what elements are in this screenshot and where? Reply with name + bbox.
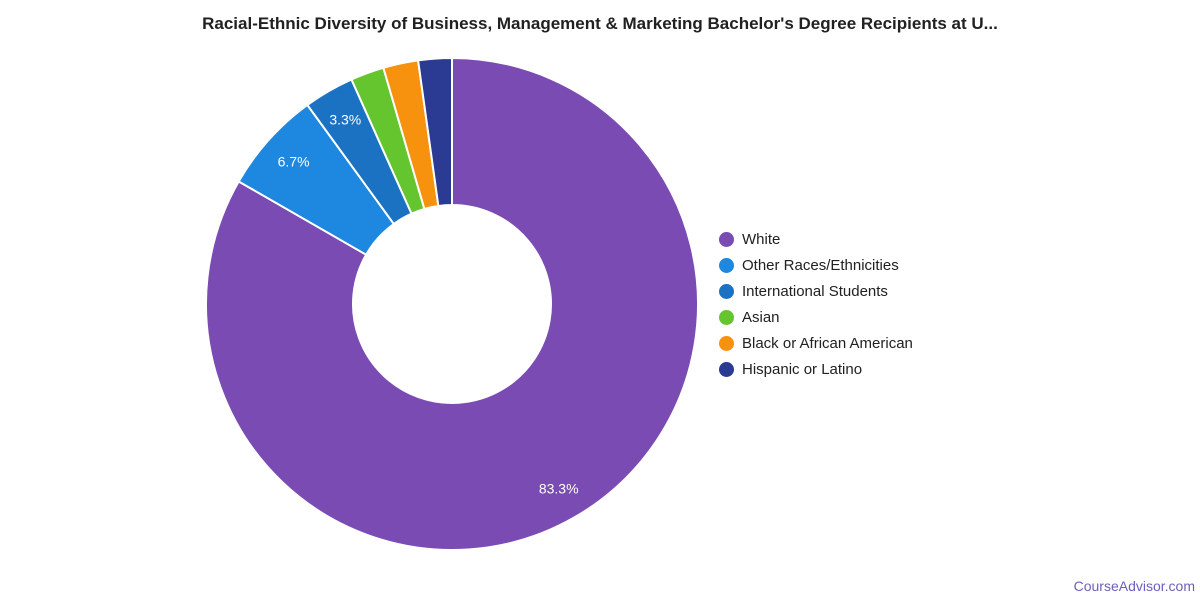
slice-hispanic-or-latino[interactable]: [417, 57, 453, 207]
legend-marker-icon: [719, 257, 734, 273]
legend: White Other Races/Ethnicities Internatio…: [719, 226, 913, 382]
legend-label: Other Races/Ethnicities: [742, 256, 899, 274]
legend-item-black-or-african-american[interactable]: Black or African American: [719, 330, 913, 356]
legend-label: Asian: [742, 308, 780, 326]
chart-title: Racial-Ethnic Diversity of Business, Man…: [202, 14, 998, 33]
legend-item-white[interactable]: White: [719, 226, 913, 252]
legend-item-international-students[interactable]: International Students: [719, 278, 913, 304]
legend-marker-icon: [719, 283, 734, 299]
slice-percentage-label: 83.3%: [539, 480, 579, 496]
legend-item-asian[interactable]: Asian: [719, 304, 913, 330]
legend-marker-icon: [719, 335, 734, 351]
legend-item-other-races-ethnicities[interactable]: Other Races/Ethnicities: [719, 252, 913, 278]
legend-label: White: [742, 230, 781, 248]
legend-marker-icon: [719, 231, 734, 247]
legend-label: International Students: [742, 282, 888, 300]
slice-percentage-label: 3.3%: [329, 112, 361, 128]
slice-white[interactable]: [205, 57, 699, 551]
legend-label: Black or African American: [742, 334, 913, 352]
legend-marker-icon: [719, 361, 734, 377]
slice-percentage-label: 6.7%: [278, 154, 310, 170]
legend-marker-icon: [719, 309, 734, 325]
courseadvisor-link[interactable]: CourseAdvisor.com: [1073, 578, 1195, 594]
legend-label: Hispanic or Latino: [742, 360, 863, 378]
legend-item-hispanic-or-latino[interactable]: Hispanic or Latino: [719, 356, 913, 382]
